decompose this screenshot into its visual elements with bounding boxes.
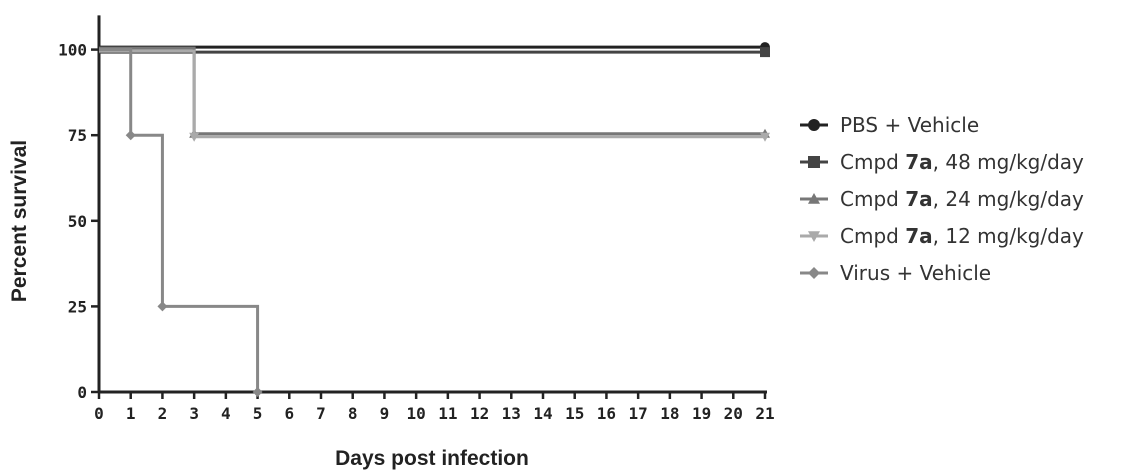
x-tick-label-15: 15 (565, 404, 584, 423)
x-tick-label-12: 12 (470, 404, 489, 423)
series-4 (99, 49, 770, 142)
x-tick-label-21: 21 (755, 404, 774, 423)
x-tick-label-6: 6 (284, 404, 294, 423)
x-tick-label-20: 20 (724, 404, 743, 423)
x-tick-label-11: 11 (438, 404, 457, 423)
y-axis-title: Percent survival (8, 140, 31, 302)
series-2 (99, 47, 770, 58)
legend-entry-4: Cmpd 7a, 12 mg/kg/day (800, 224, 1084, 248)
y-tick-label-0: 0 (77, 383, 87, 402)
series-5 (99, 48, 263, 397)
x-tick-label-0: 0 (94, 404, 104, 423)
series-5-point-3 (252, 387, 263, 397)
x-tick-label-1: 1 (126, 404, 136, 423)
legend-marker-4 (808, 231, 820, 242)
legend-entry-5: Virus + Vehicle (800, 261, 991, 285)
legend-marker-2 (808, 156, 820, 168)
series-line-3 (99, 46, 765, 136)
y-tick-label-25: 25 (68, 297, 87, 316)
x-tick-label-4: 4 (221, 404, 231, 423)
legend-label-1: PBS + Vehicle (840, 113, 979, 137)
x-tick-label-9: 9 (380, 404, 390, 423)
x-tick-label-5: 5 (253, 404, 263, 423)
series-5-point-1 (125, 130, 136, 141)
x-tick-label-17: 17 (629, 404, 648, 423)
series-3 (99, 46, 770, 138)
series-line-4 (99, 49, 765, 139)
series-2-point-1 (760, 47, 770, 58)
legend: PBS + Vehicle Cmpd 7a, 48 mg/kg/day Cmpd 7… (800, 113, 1084, 285)
x-tick-label-16: 16 (597, 404, 616, 423)
y-tick-label-100: 100 (58, 41, 87, 60)
x-tick-label-2: 2 (158, 404, 168, 423)
x-tick-label-10: 10 (407, 404, 426, 423)
legend-marker-3 (808, 193, 820, 204)
series-5-point-2 (157, 301, 168, 312)
y-tick-label-50: 50 (68, 212, 87, 231)
series-group (99, 42, 770, 397)
x-tick-label-13: 13 (502, 404, 521, 423)
legend-marker-1 (808, 119, 820, 131)
x-tick-label-7: 7 (316, 404, 326, 423)
legend-label-2: Cmpd 7a, 48 mg/kg/day (840, 150, 1084, 174)
series-4-point-1 (189, 132, 200, 142)
legend-label-5: Virus + Vehicle (840, 261, 991, 285)
x-tick-label-8: 8 (348, 404, 358, 423)
legend-entry-3: Cmpd 7a, 24 mg/kg/day (800, 187, 1084, 211)
series-4-point-2 (760, 132, 770, 142)
x-axis-title: Days post infection (335, 447, 529, 470)
series-line-5 (99, 48, 260, 392)
x-tick-label-19: 19 (692, 404, 711, 423)
legend-label-3: Cmpd 7a, 24 mg/kg/day (840, 187, 1084, 211)
x-tick-label-3: 3 (189, 404, 199, 423)
legend-entry-2: Cmpd 7a, 48 mg/kg/day (800, 150, 1084, 174)
y-tick-label-75: 75 (68, 126, 87, 145)
legend-label-4: Cmpd 7a, 12 mg/kg/day (840, 224, 1084, 248)
legend-marker-5 (808, 267, 820, 279)
legend-entry-1: PBS + Vehicle (800, 113, 979, 137)
x-tick-label-18: 18 (660, 404, 679, 423)
x-tick-label-14: 14 (533, 404, 552, 423)
